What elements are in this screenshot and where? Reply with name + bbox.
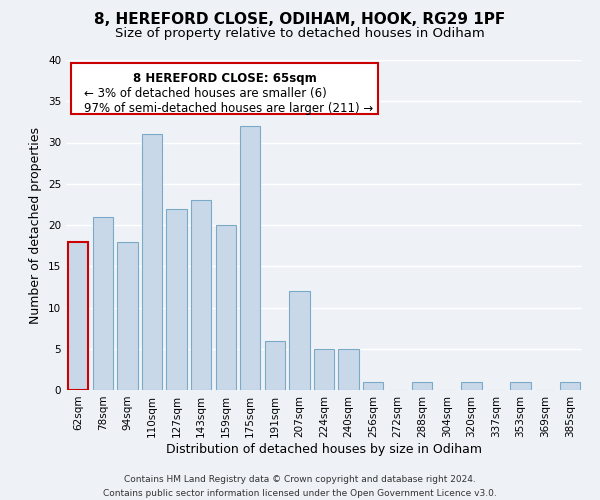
Bar [93,217,113,390]
FancyBboxPatch shape [71,64,378,114]
Bar [142,134,162,390]
Bar [166,208,187,390]
Bar [68,242,88,390]
Bar [314,349,334,390]
Bar [412,382,433,390]
Bar [338,349,359,390]
Text: 8, HEREFORD CLOSE, ODIHAM, HOOK, RG29 1PF: 8, HEREFORD CLOSE, ODIHAM, HOOK, RG29 1P… [94,12,506,28]
Text: Size of property relative to detached houses in Odiham: Size of property relative to detached ho… [115,28,485,40]
Bar [215,225,236,390]
Bar [289,291,310,390]
Text: Contains HM Land Registry data © Crown copyright and database right 2024.
Contai: Contains HM Land Registry data © Crown c… [103,476,497,498]
Text: 97% of semi-detached houses are larger (211) →: 97% of semi-detached houses are larger (… [84,102,373,115]
Bar [265,340,285,390]
X-axis label: Distribution of detached houses by size in Odiham: Distribution of detached houses by size … [166,442,482,456]
Text: ← 3% of detached houses are smaller (6): ← 3% of detached houses are smaller (6) [84,86,327,100]
Text: 8 HEREFORD CLOSE: 65sqm: 8 HEREFORD CLOSE: 65sqm [133,72,317,85]
Bar [560,382,580,390]
Bar [118,242,137,390]
Bar [461,382,482,390]
Bar [511,382,530,390]
Bar [240,126,260,390]
Y-axis label: Number of detached properties: Number of detached properties [29,126,43,324]
Bar [191,200,211,390]
Bar [363,382,383,390]
